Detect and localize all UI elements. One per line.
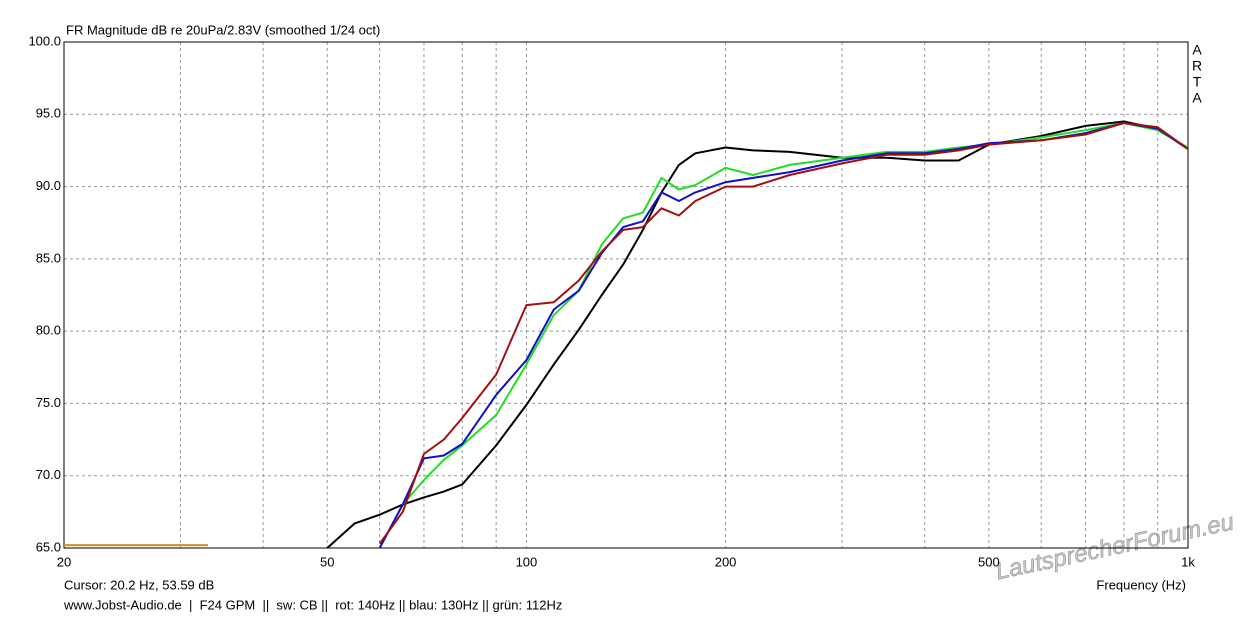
side-label-letter: A bbox=[1192, 42, 1202, 58]
x-tick-label: 100 bbox=[516, 554, 538, 569]
plot-frame bbox=[63, 41, 1189, 549]
side-label-letter: R bbox=[1192, 58, 1202, 74]
x-tick-label: 200 bbox=[715, 554, 737, 569]
side-label-letter: A bbox=[1192, 90, 1202, 106]
y-tick-label: 80.0 bbox=[36, 323, 61, 338]
x-axis-label: Frequency (Hz) bbox=[1096, 577, 1186, 592]
y-tick-label: 70.0 bbox=[36, 467, 61, 482]
x-tick-label: 1k bbox=[1181, 554, 1195, 569]
y-tick-label: 95.0 bbox=[36, 106, 61, 121]
footer: www.Jobst-Audio.de | F24 GPM || sw: CB |… bbox=[63, 597, 562, 612]
y-tick-label: 85.0 bbox=[36, 250, 61, 265]
y-tick-label: 75.0 bbox=[36, 395, 61, 410]
series-line bbox=[378, 122, 1188, 545]
cursor-text: Cursor: 20.2 Hz, 53.59 dB bbox=[64, 577, 214, 592]
x-tick-label: 20 bbox=[57, 554, 71, 569]
y-tick-label: 65.0 bbox=[36, 539, 61, 554]
x-tick-label: 50 bbox=[320, 554, 334, 569]
x-tick-label: 500 bbox=[978, 554, 1000, 569]
y-tick-label: 90.0 bbox=[36, 178, 61, 193]
chart-title: FR Magnitude dB re 20uPa/2.83V (smoothed… bbox=[66, 22, 380, 37]
side-label-letter: T bbox=[1193, 74, 1202, 90]
y-tick-label: 100.0 bbox=[28, 33, 61, 48]
